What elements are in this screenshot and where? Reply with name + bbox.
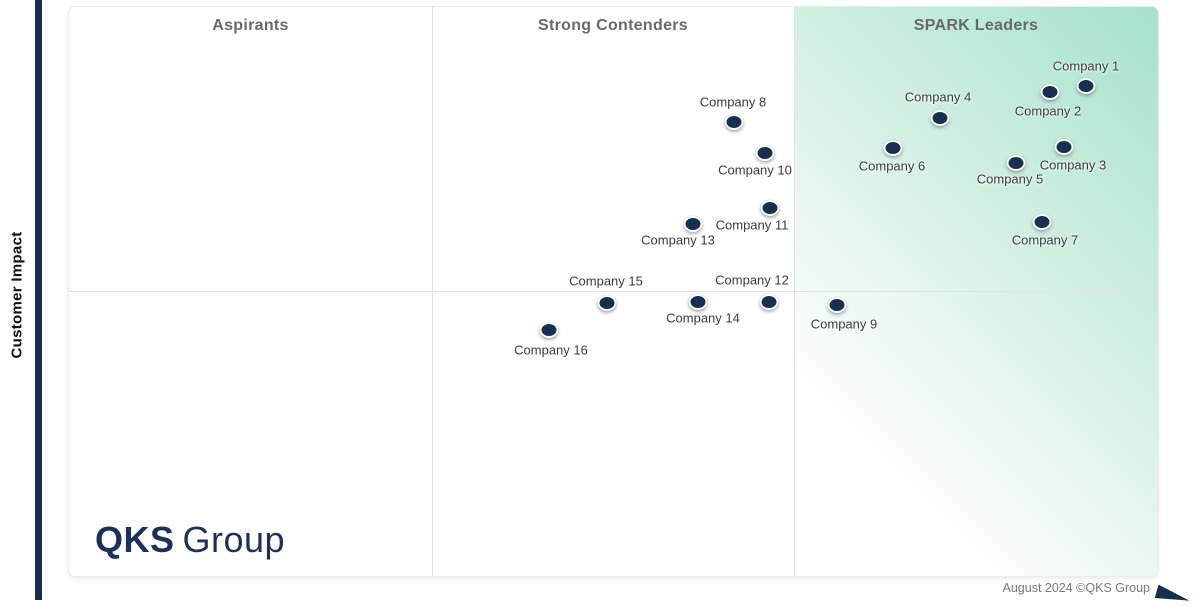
data-point-company-8 xyxy=(724,114,744,130)
qks-group-logo: QKS Group xyxy=(95,519,285,561)
data-point-label-company-11: Company 11 xyxy=(715,217,789,233)
data-point-company-3 xyxy=(1054,139,1074,155)
zone-header-aspirants: Aspirants xyxy=(212,17,289,34)
data-point-company-1 xyxy=(1076,78,1096,94)
data-point-label-company-12: Company 12 xyxy=(715,272,789,288)
data-point-label-company-16: Company 16 xyxy=(514,342,588,358)
data-point-label-company-6: Company 6 xyxy=(858,158,926,174)
data-point-label-company-15: Company 15 xyxy=(569,273,643,289)
zone-header-strong-contenders: Strong Contenders xyxy=(538,17,688,34)
data-point-company-7 xyxy=(1032,214,1052,230)
data-point-company-11 xyxy=(760,200,780,216)
data-point-label-company-9: Company 9 xyxy=(810,316,878,332)
footer-credit: August 2024 ©QKS Group xyxy=(1002,581,1151,595)
logo-text-regular: Group xyxy=(182,519,286,560)
zone-header-spark-leaders: SPARK Leaders xyxy=(913,17,1039,34)
zone-headers: Aspirants Strong Contenders SPARK Leader… xyxy=(69,17,1158,35)
y-axis-label: Customer Impact xyxy=(8,231,26,359)
data-point-company-10 xyxy=(755,145,775,161)
data-point-label-company-4: Company 4 xyxy=(904,89,972,105)
data-point-company-6 xyxy=(883,140,903,156)
data-point-company-9 xyxy=(827,297,847,313)
data-point-company-13 xyxy=(683,216,703,232)
data-point-label-company-1: Company 1 xyxy=(1052,58,1120,74)
data-point-company-15 xyxy=(597,295,617,311)
data-point-label-company-5: Company 5 xyxy=(976,171,1044,187)
data-point-label-company-2: Company 2 xyxy=(1014,103,1082,119)
x-axis-arrow-icon xyxy=(1154,584,1192,607)
data-point-label-company-8: Company 8 xyxy=(699,94,767,110)
data-point-label-company-7: Company 7 xyxy=(1011,232,1079,248)
data-point-company-16 xyxy=(539,322,559,338)
horizontal-divider xyxy=(69,291,1158,292)
data-point-label-company-14: Company 14 xyxy=(666,310,740,326)
plot-area: Aspirants Strong Contenders SPARK Leader… xyxy=(68,6,1159,577)
data-point-company-14 xyxy=(688,294,708,310)
y-axis-line xyxy=(35,0,42,600)
logo-text-bold: QKS xyxy=(95,519,175,560)
data-point-company-5 xyxy=(1006,155,1026,171)
data-point-label-company-10: Company 10 xyxy=(718,162,792,178)
data-point-label-company-13: Company 13 xyxy=(641,232,715,248)
data-point-company-4 xyxy=(930,110,950,126)
data-point-company-2 xyxy=(1040,84,1060,100)
data-point-label-company-3: Company 3 xyxy=(1039,157,1107,173)
data-point-company-12 xyxy=(759,294,779,310)
